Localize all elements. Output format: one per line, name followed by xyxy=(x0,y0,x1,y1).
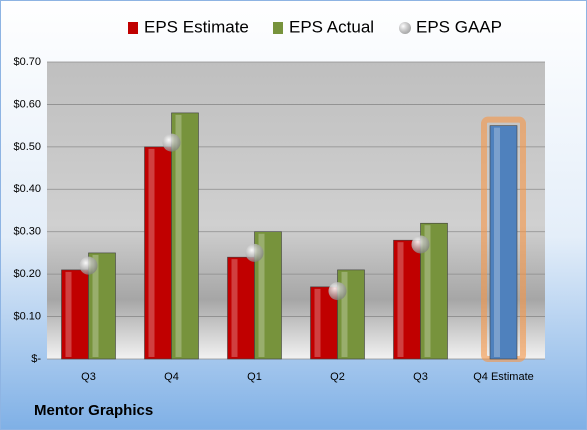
gaap-marker xyxy=(411,235,430,254)
legend-marker xyxy=(273,22,283,34)
bar xyxy=(393,239,421,360)
legend-label: EPS Estimate xyxy=(144,17,249,36)
gaap-marker xyxy=(79,256,98,275)
y-tick-label: $0.20 xyxy=(13,268,41,280)
bar-shine xyxy=(424,225,431,357)
x-tick-label: Q2 xyxy=(330,371,345,383)
y-tick-label: $0.70 xyxy=(13,56,41,68)
bar xyxy=(489,125,518,360)
x-tick-label: Q3 xyxy=(81,371,96,383)
bar xyxy=(171,112,199,360)
bar-shine xyxy=(148,148,155,357)
bar-shine xyxy=(397,242,404,357)
plot-area xyxy=(47,62,545,359)
legend-marker xyxy=(399,22,411,34)
gaap-marker xyxy=(162,133,181,152)
y-tick-label: $0.10 xyxy=(13,310,41,322)
bar-shine xyxy=(65,271,72,357)
gaap-marker xyxy=(245,243,264,262)
x-tick-label: Q3 xyxy=(413,371,428,383)
y-tick-label: $0.60 xyxy=(13,98,41,110)
bar-shine xyxy=(494,127,500,358)
y-tick-label: $0.50 xyxy=(13,141,41,153)
bar-shine xyxy=(258,233,265,357)
x-tick-label: Q1 xyxy=(247,371,262,383)
y-tick-label: $0.30 xyxy=(13,226,41,238)
bar-shine xyxy=(92,254,99,357)
bar-shine xyxy=(175,114,182,358)
legend-label: EPS GAAP xyxy=(416,17,502,36)
x-tick-label: Q4 Estimate xyxy=(473,371,534,383)
bar-shine xyxy=(341,271,348,357)
y-tick-label: $0.40 xyxy=(13,183,41,195)
legend-label: EPS Actual xyxy=(289,17,374,36)
legend-marker xyxy=(128,22,138,34)
y-tick-label: $- xyxy=(31,353,41,365)
bar xyxy=(61,269,89,360)
bar-shine xyxy=(231,259,238,357)
x-tick-label: Q4 xyxy=(164,371,179,383)
bar xyxy=(144,146,172,360)
chart-title: Mentor Graphics xyxy=(34,402,153,419)
gaap-marker xyxy=(328,282,347,301)
bar-shine xyxy=(314,288,321,357)
